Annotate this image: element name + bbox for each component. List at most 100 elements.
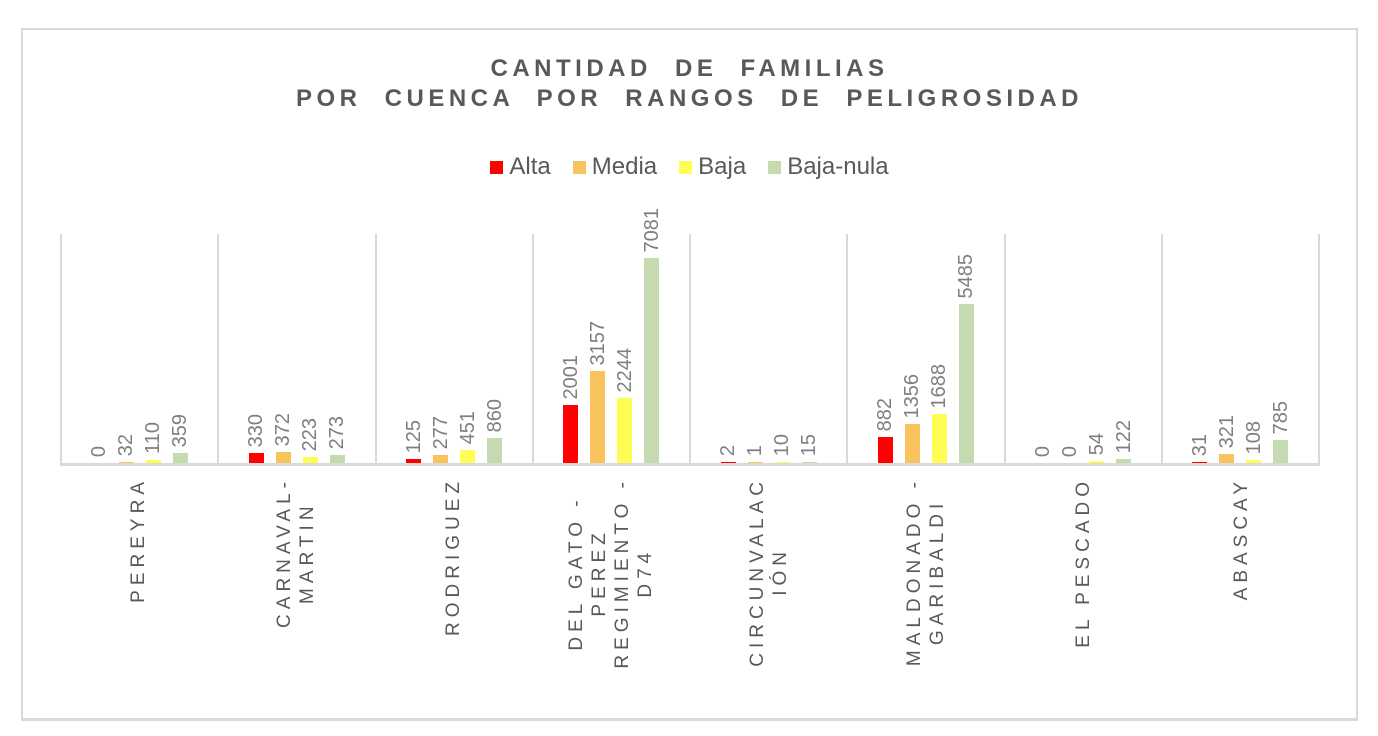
bar-slot: 451 bbox=[456, 234, 479, 463]
category-label: RODRIGUEZ bbox=[443, 477, 465, 636]
bar-value-label: 122 bbox=[1112, 419, 1135, 453]
bar-value-label: 54 bbox=[1085, 432, 1108, 455]
bar-slot: 32 bbox=[115, 234, 138, 463]
bar-slot: 1 bbox=[744, 234, 766, 463]
bar-media bbox=[433, 455, 449, 463]
bar-value-label: 2001 bbox=[559, 354, 582, 400]
bar-group: 2001 3157 2244 7081 bbox=[559, 208, 663, 463]
bar-group: 0 32 110 359 bbox=[88, 234, 191, 463]
bar-baja-nula bbox=[644, 258, 660, 463]
legend-swatch-icon bbox=[572, 160, 586, 174]
bar-alta bbox=[1192, 462, 1208, 463]
bar-value-label: 882 bbox=[874, 397, 897, 431]
bar-slot: 273 bbox=[326, 234, 348, 463]
bar-alta bbox=[563, 405, 579, 463]
bar-baja-nula bbox=[487, 438, 503, 463]
bar-slot: 223 bbox=[299, 234, 322, 463]
bar-slot: 359 bbox=[169, 234, 191, 463]
x-label-cell: MALDONADO - GARIBALDI bbox=[848, 477, 1006, 717]
category-label: DEL GATO - PEREZ REGIMIENTO - D74 bbox=[566, 477, 657, 669]
bar-baja bbox=[931, 414, 947, 463]
bar-value-label: 451 bbox=[456, 410, 479, 444]
bar-slot: 2001 bbox=[559, 234, 582, 463]
bar-value-label: 277 bbox=[429, 415, 452, 449]
bar-baja-nula bbox=[801, 462, 817, 463]
category-cell: 0 0 54 122 bbox=[1006, 234, 1163, 463]
plot-area: 0 32 110 359 330 372 223 273 125 277 451 860 2001 315… bbox=[60, 208, 1320, 466]
legend-item-baja: Baja bbox=[679, 154, 746, 180]
legend-swatch-icon bbox=[490, 160, 504, 174]
legend-item-media: Media bbox=[572, 154, 657, 180]
category-cell: 882 1356 1688 5485 bbox=[848, 234, 1006, 463]
bar-baja bbox=[302, 457, 318, 463]
bar-media bbox=[275, 452, 291, 463]
bar-baja-nula bbox=[1273, 440, 1289, 463]
bar-value-label: 108 bbox=[1242, 420, 1265, 454]
bar-value-label: 785 bbox=[1269, 400, 1292, 434]
bar-alta bbox=[720, 462, 736, 463]
x-axis-labels: PEREYRA CARNAVAL- MARTIN RODRIGUEZ DEL GATO… bbox=[60, 477, 1320, 717]
bar-group: 330 372 223 273 bbox=[245, 234, 348, 463]
bar-slot: 0 bbox=[1058, 234, 1081, 463]
bar-group: 2 1 10 15 bbox=[717, 234, 820, 463]
bar-value-label: 5485 bbox=[955, 253, 978, 299]
bar-slot: 5485 bbox=[955, 234, 978, 463]
bar-value-label: 2 bbox=[717, 444, 740, 456]
category-cell: 31 321 108 785 bbox=[1163, 234, 1320, 463]
bar-slot: 122 bbox=[1112, 234, 1135, 463]
bar-group: 31 321 108 785 bbox=[1189, 234, 1292, 463]
bar-slot: 10 bbox=[771, 234, 794, 463]
bar-media bbox=[590, 371, 606, 463]
bar-value-label: 125 bbox=[402, 419, 425, 453]
bar-slot: 125 bbox=[402, 234, 425, 463]
category-label: CIRCUNVALAC IÓN bbox=[746, 477, 791, 667]
chart-title-line-1: CANTIDAD DE FAMILIAS bbox=[490, 55, 889, 82]
bar-value-label: 0 bbox=[88, 445, 111, 457]
bar-value-label: 10 bbox=[771, 433, 794, 456]
bar-slot: 0 bbox=[88, 234, 111, 463]
bar-slot: 2244 bbox=[613, 234, 636, 463]
bar-media bbox=[1219, 454, 1235, 463]
bar-value-label: 1356 bbox=[901, 373, 924, 419]
bar-slot: 2 bbox=[717, 234, 740, 463]
bar-group: 882 1356 1688 5485 bbox=[874, 234, 978, 463]
bar-slot: 882 bbox=[874, 234, 897, 463]
bar-value-label: 372 bbox=[272, 412, 295, 446]
bar-slot: 3157 bbox=[587, 234, 609, 463]
bar-media bbox=[118, 462, 134, 463]
bar-slot: 15 bbox=[798, 234, 820, 463]
bar-value-label: 0 bbox=[1031, 445, 1054, 457]
legend-label: Baja bbox=[698, 153, 747, 180]
category-cell: 0 32 110 359 bbox=[62, 234, 220, 463]
chart-title: CANTIDAD DE FAMILIAS POR CUENCA POR RANG… bbox=[23, 54, 1356, 114]
bar-value-label: 2244 bbox=[613, 347, 636, 393]
category-cell: 2001 3157 2244 7081 bbox=[534, 208, 691, 463]
bar-value-label: 32 bbox=[115, 433, 138, 456]
bar-slot: 0 bbox=[1031, 234, 1054, 463]
legend-label: Baja-nula bbox=[787, 153, 889, 180]
chart-title-line-2: POR CUENCA POR RANGOS DE PELIGROSIDAD bbox=[296, 85, 1083, 112]
bar-baja bbox=[617, 398, 633, 463]
bar-value-label: 860 bbox=[483, 398, 506, 432]
bar-baja-nula bbox=[172, 453, 188, 463]
bar-baja-nula bbox=[329, 455, 345, 463]
legend-label: Alta bbox=[509, 153, 551, 180]
bar-slot: 54 bbox=[1085, 234, 1108, 463]
category-label: ABASCAY bbox=[1230, 477, 1252, 601]
bar-slot: 785 bbox=[1269, 234, 1292, 463]
bar-value-label: 0 bbox=[1058, 445, 1081, 457]
bar-media bbox=[747, 462, 763, 463]
x-label-cell: EL PESCADO bbox=[1005, 477, 1163, 717]
bar-value-label: 223 bbox=[299, 417, 322, 451]
bar-baja bbox=[1089, 461, 1105, 463]
bar-slot: 277 bbox=[429, 234, 452, 463]
category-cell: 330 372 223 273 bbox=[219, 234, 377, 463]
bar-baja-nula bbox=[1116, 459, 1132, 463]
bar-slot: 31 bbox=[1189, 234, 1211, 463]
bar-slot: 1688 bbox=[928, 234, 950, 463]
bar-slot: 372 bbox=[272, 234, 295, 463]
category-label: MALDONADO - GARIBALDI bbox=[904, 477, 949, 667]
bar-value-label: 330 bbox=[245, 413, 268, 447]
bar-baja bbox=[460, 450, 476, 463]
bar-baja bbox=[774, 462, 790, 463]
